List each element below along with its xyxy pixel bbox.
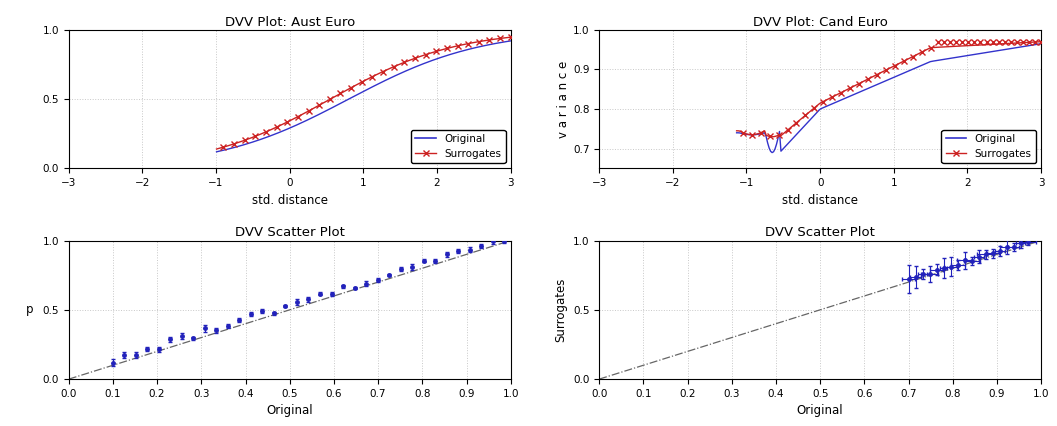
X-axis label: std. distance: std. distance	[252, 194, 328, 207]
X-axis label: std. distance: std. distance	[782, 194, 858, 207]
Legend: Original, Surrogates: Original, Surrogates	[411, 130, 505, 163]
Title: DVV Scatter Plot: DVV Scatter Plot	[765, 226, 875, 239]
X-axis label: Original: Original	[797, 404, 843, 417]
Text: p: p	[25, 303, 34, 317]
Title: DVV Plot: Cand Euro: DVV Plot: Cand Euro	[753, 16, 888, 29]
Y-axis label: v a r i a n c e: v a r i a n c e	[557, 60, 570, 138]
Title: DVV Scatter Plot: DVV Scatter Plot	[235, 226, 345, 239]
X-axis label: Original: Original	[266, 404, 313, 417]
Legend: Original, Surrogates: Original, Surrogates	[942, 130, 1036, 163]
Y-axis label: Surrogates: Surrogates	[554, 278, 568, 342]
Title: DVV Plot: Aust Euro: DVV Plot: Aust Euro	[224, 16, 355, 29]
